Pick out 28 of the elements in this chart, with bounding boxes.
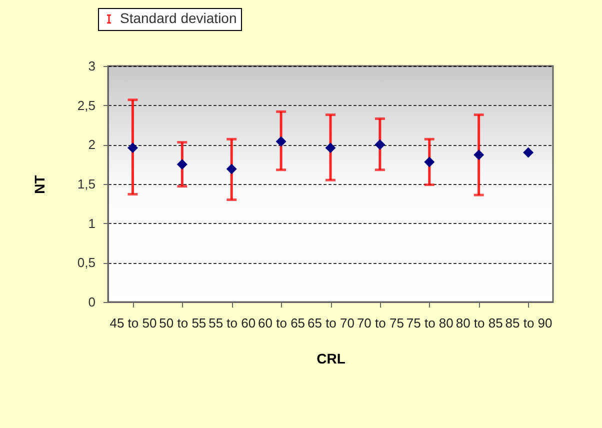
y-tick-label: 2	[88, 137, 96, 152]
y-tick-label: 1	[88, 216, 96, 231]
point	[325, 142, 336, 154]
y-tick-label: 1,5	[77, 176, 96, 192]
point	[523, 147, 534, 158]
y-tick-label: 2,5	[77, 98, 96, 113]
point	[374, 139, 386, 150]
y-tick-label: 0,5	[77, 255, 96, 270]
x-axis-title: CRL	[316, 350, 346, 366]
x-tick-label: 85 to 90	[505, 316, 552, 330]
point	[474, 150, 484, 160]
point	[127, 142, 138, 154]
point	[276, 136, 286, 147]
point	[226, 164, 237, 174]
x-tick-label: 50 to 55	[159, 316, 206, 330]
y-tick-label: 3	[88, 58, 96, 74]
point	[424, 156, 435, 168]
text: Standard deviation	[120, 10, 237, 26]
y-tick-label: 0	[88, 294, 96, 310]
x-tick-label: 55 to 60	[208, 316, 256, 330]
point	[176, 159, 188, 170]
x-tick-label: 65 to 70	[308, 316, 354, 330]
y-axis-title: NT	[31, 174, 48, 194]
x-tick-label: 60 to 65	[258, 316, 306, 330]
x-tick-label: 45 to 50	[110, 316, 157, 330]
x-tick-label: 70 to 75	[356, 316, 404, 330]
x-tick-label: 75 to 80	[406, 316, 454, 330]
x-tick-label: 80 to 85	[456, 316, 503, 330]
